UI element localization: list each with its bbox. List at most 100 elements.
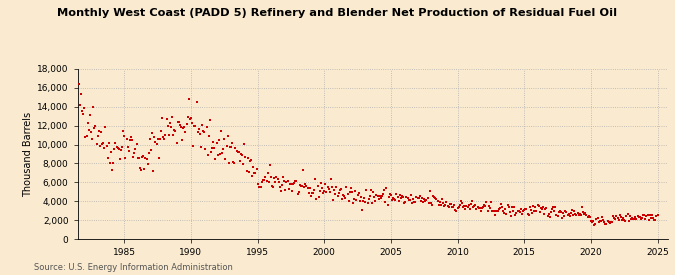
Point: [115, 156, 126, 161]
Point: [240, 154, 251, 159]
Point: [218, 147, 229, 152]
Point: [323, 186, 334, 191]
Point: [332, 193, 343, 198]
Point: [408, 196, 418, 201]
Point: [246, 174, 257, 178]
Point: [86, 137, 97, 141]
Point: [136, 168, 146, 173]
Point: [576, 205, 587, 209]
Point: [508, 209, 518, 213]
Point: [313, 195, 324, 199]
Point: [478, 205, 489, 209]
Point: [540, 207, 551, 211]
Point: [377, 194, 387, 198]
Point: [524, 205, 535, 209]
Point: [93, 129, 104, 133]
Point: [302, 185, 313, 190]
Point: [354, 198, 365, 203]
Point: [102, 156, 113, 160]
Point: [650, 217, 661, 222]
Point: [616, 215, 626, 219]
Point: [173, 120, 184, 124]
Point: [101, 144, 112, 148]
Point: [132, 156, 143, 160]
Point: [223, 161, 234, 165]
Point: [139, 167, 150, 171]
Point: [103, 141, 114, 145]
Point: [344, 199, 354, 204]
Point: [380, 200, 391, 204]
Point: [150, 140, 161, 144]
Point: [549, 209, 560, 213]
Point: [454, 203, 465, 207]
Point: [392, 194, 403, 199]
Point: [532, 203, 543, 207]
Point: [84, 113, 95, 118]
Point: [404, 198, 415, 202]
Point: [230, 146, 241, 150]
Point: [181, 122, 192, 127]
Point: [480, 204, 491, 208]
Point: [385, 193, 396, 198]
Point: [310, 177, 321, 181]
Point: [535, 206, 546, 210]
Point: [416, 199, 427, 203]
Point: [614, 213, 625, 217]
Point: [391, 192, 402, 197]
Point: [630, 215, 641, 219]
Point: [539, 211, 549, 216]
Point: [564, 212, 574, 216]
Point: [499, 210, 510, 215]
Point: [619, 218, 630, 222]
Point: [363, 196, 374, 201]
Point: [303, 190, 314, 195]
Point: [588, 219, 599, 223]
Text: Source: U.S. Energy Information Administration: Source: U.S. Energy Information Administ…: [34, 263, 233, 272]
Point: [431, 196, 442, 201]
Point: [131, 142, 142, 147]
Point: [493, 207, 504, 211]
Point: [573, 213, 584, 218]
Point: [300, 182, 310, 186]
Point: [603, 220, 614, 224]
Point: [398, 194, 408, 199]
Point: [385, 192, 396, 196]
Point: [621, 214, 632, 218]
Point: [592, 216, 603, 221]
Point: [122, 145, 133, 149]
Point: [146, 147, 157, 152]
Point: [248, 164, 259, 169]
Point: [284, 187, 294, 191]
Point: [91, 142, 102, 147]
Point: [428, 193, 439, 198]
Point: [127, 138, 138, 142]
Point: [624, 214, 635, 219]
Point: [182, 115, 193, 120]
Point: [313, 184, 323, 188]
Point: [449, 202, 460, 207]
Point: [626, 217, 637, 221]
Point: [518, 209, 529, 213]
Point: [626, 216, 637, 221]
Point: [383, 195, 394, 199]
Point: [330, 192, 341, 196]
Point: [78, 112, 88, 116]
Point: [229, 161, 240, 165]
Point: [111, 144, 122, 149]
Point: [68, 93, 78, 98]
Point: [77, 109, 88, 113]
Point: [342, 191, 353, 196]
Point: [556, 210, 566, 214]
Point: [538, 205, 549, 209]
Point: [604, 221, 615, 226]
Point: [558, 211, 568, 215]
Point: [208, 140, 219, 144]
Point: [554, 210, 564, 214]
Point: [350, 189, 360, 193]
Point: [382, 203, 393, 207]
Point: [146, 131, 157, 136]
Point: [561, 210, 572, 214]
Point: [311, 197, 322, 201]
Point: [205, 118, 215, 123]
Point: [176, 125, 186, 129]
